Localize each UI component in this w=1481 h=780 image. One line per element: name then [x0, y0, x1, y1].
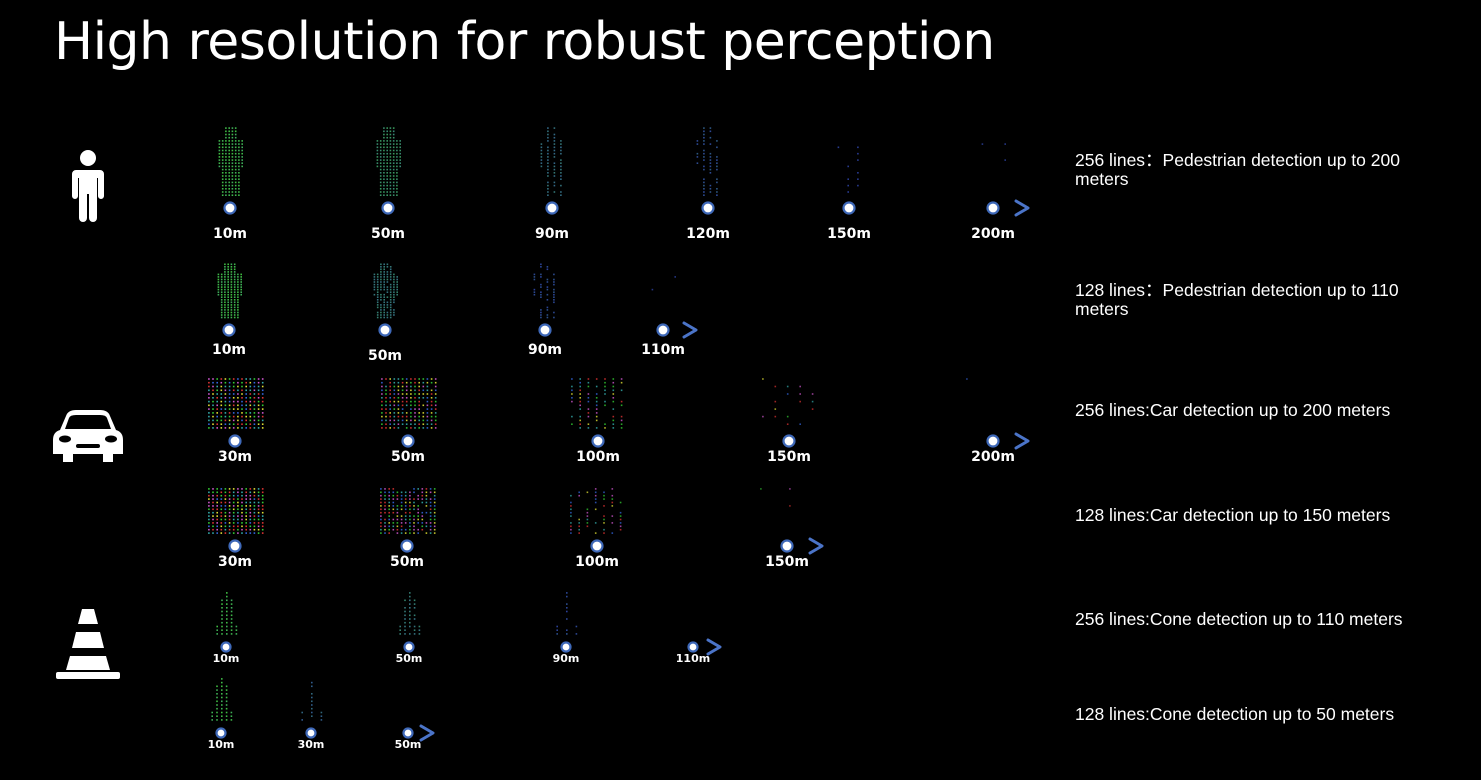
point-cloud-car-2: [381, 378, 437, 429]
distance-label: 90m: [535, 226, 569, 242]
row-2: 10m 50m 90m 110m: [194, 263, 698, 364]
point-cloud-cone-2: [301, 681, 323, 721]
point-cloud-pedestrian-1: [217, 263, 242, 319]
distance-marker: [545, 201, 559, 215]
distance-label: 200m: [971, 449, 1015, 465]
row-description-6: 128 lines:Cone detection up to 50 meters: [1075, 704, 1395, 724]
point-cloud-car-1: [208, 378, 264, 429]
distance-label: 100m: [575, 554, 619, 570]
distance-marker: [538, 323, 552, 337]
distance-marker: [228, 434, 242, 448]
row-5: 10m 50m 90m 110m: [194, 592, 722, 665]
axis-arrowhead: [1014, 432, 1030, 450]
distance-label: 50m: [396, 652, 423, 665]
distance-label: 50m: [390, 554, 424, 570]
distance-label: 50m: [371, 226, 405, 242]
distance-label: 10m: [208, 738, 235, 751]
distance-marker: [228, 539, 242, 553]
distance-marker: [403, 641, 415, 653]
point-cloud-pedestrian-4: [696, 127, 718, 196]
distance-label: 90m: [528, 342, 562, 358]
distance-label: 120m: [686, 226, 730, 242]
point-cloud-pedestrian-4: [651, 276, 676, 291]
car-icon: [53, 410, 123, 462]
point-cloud-car-3: [571, 378, 623, 429]
row-6: 10m 30m 50m: [194, 678, 435, 751]
distance-marker: [222, 323, 236, 337]
distance-marker: [780, 539, 794, 553]
point-cloud-pedestrian-1: [218, 127, 243, 196]
row-description-3: 256 lines:Car detection up to 200 meters: [1075, 400, 1391, 420]
distance-label: 10m: [213, 226, 247, 242]
point-cloud-car-3: [570, 488, 622, 534]
distance-marker: [402, 727, 414, 739]
row-3: 30m 50m 100m 150m 200m: [194, 378, 1030, 465]
distance-label: 150m: [767, 449, 811, 465]
distance-marker: [591, 434, 605, 448]
distance-marker: [590, 539, 604, 553]
distance-marker: [842, 201, 856, 215]
distance-label: 10m: [213, 652, 240, 665]
distance-marker: [215, 727, 227, 739]
point-cloud-car-1: [208, 488, 264, 534]
point-cloud-cone-3: [556, 592, 578, 635]
point-cloud-pedestrian-3: [540, 127, 562, 196]
distance-label: 150m: [827, 226, 871, 242]
distance-marker: [381, 201, 395, 215]
pedestrian-icon: [72, 150, 104, 222]
point-cloud-pedestrian-5: [837, 146, 859, 193]
point-cloud-pedestrian-2: [376, 127, 401, 196]
point-cloud-pedestrian-6: [981, 143, 1006, 161]
row-1: 10m 50m 90m 120m 150m 200m: [196, 127, 1030, 242]
distance-label: 30m: [218, 449, 252, 465]
distance-label: 30m: [298, 738, 325, 751]
distance-label: 50m: [395, 738, 422, 751]
distance-marker: [220, 641, 232, 653]
distance-marker: [223, 201, 237, 215]
distance-label: 110m: [676, 652, 710, 665]
axis-arrowhead: [808, 537, 824, 555]
distance-marker: [701, 201, 715, 215]
row-description-4: 128 lines:Car detection up to 150 meters: [1075, 505, 1391, 525]
row-description-2: 128 lines：Pedestrian detection up to 110…: [1075, 280, 1399, 319]
distance-label: 50m: [391, 449, 425, 465]
row-4: 30m 50m 100m 150m: [194, 488, 824, 570]
point-cloud-cone-1: [211, 678, 233, 721]
row-description-5: 256 lines:Cone detection up to 110 meter…: [1075, 609, 1403, 629]
point-cloud-car-4: [762, 378, 814, 425]
distance-marker: [986, 201, 1000, 215]
distance-marker: [378, 323, 392, 337]
point-cloud-car-4: [760, 488, 791, 507]
distance-marker: [986, 434, 1000, 448]
distance-marker: [560, 641, 572, 653]
distance-marker: [656, 323, 670, 337]
cone-icon: [56, 609, 120, 679]
distance-marker: [305, 727, 317, 739]
page-title: High resolution for robust perception: [54, 12, 995, 72]
distance-marker: [401, 434, 415, 448]
distance-label: 110m: [641, 342, 685, 358]
distance-label: 10m: [212, 342, 246, 358]
distance-label: 200m: [971, 226, 1015, 242]
distance-marker: [782, 434, 796, 448]
distance-label: 30m: [218, 554, 252, 570]
distance-label: 90m: [553, 652, 580, 665]
axis-arrowhead: [682, 321, 698, 339]
axis-arrowhead: [419, 724, 435, 742]
distance-label: 50m: [368, 348, 402, 364]
distance-marker: [687, 641, 699, 653]
distance-marker: [400, 539, 414, 553]
point-cloud-car-2: [380, 488, 436, 534]
point-cloud-pedestrian-2: [373, 263, 398, 319]
distance-label: 150m: [765, 554, 809, 570]
axis-arrowhead: [706, 638, 722, 656]
row-description-1: 256 lines：Pedestrian detection up to 200…: [1075, 150, 1400, 189]
point-cloud-cone-2: [399, 592, 421, 635]
point-cloud-car-5: [966, 378, 968, 380]
axis-arrowhead: [1014, 199, 1030, 217]
point-cloud-pedestrian-3: [533, 263, 555, 319]
distance-label: 100m: [576, 449, 620, 465]
point-cloud-cone-1: [216, 592, 238, 635]
